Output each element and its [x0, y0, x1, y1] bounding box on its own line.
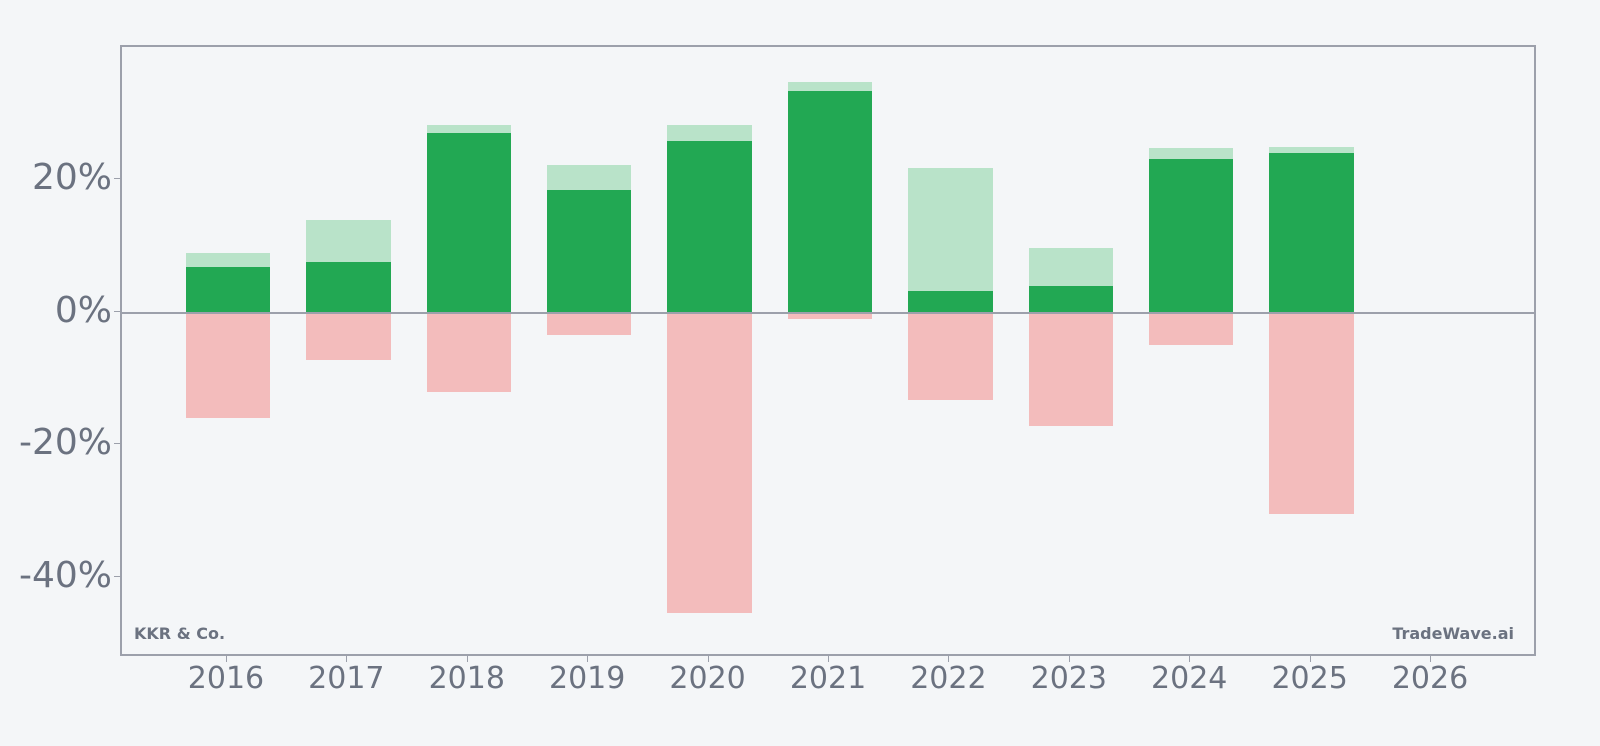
bar-annual-return: [1149, 159, 1234, 313]
bar-max-drawdown: [426, 312, 511, 392]
x-tick: [587, 656, 589, 662]
bar-max-drawdown: [667, 312, 752, 613]
x-tick-label: 2025: [1271, 661, 1348, 696]
x-tick-label: 2018: [428, 661, 505, 696]
bar-max-gain: [908, 167, 993, 313]
bar-annual-return: [547, 190, 632, 313]
bar-max-drawdown: [1028, 312, 1113, 426]
x-tick: [346, 656, 348, 662]
bar-annual-return: [787, 90, 873, 313]
x-tick: [466, 656, 468, 662]
x-tick-label: 2024: [1151, 661, 1228, 696]
x-tick-label: 2021: [789, 661, 867, 696]
bar-annual-return: [306, 261, 391, 313]
y-tick: [114, 310, 120, 312]
bar-annual-return: [1028, 286, 1113, 313]
x-tick-label: 2019: [548, 661, 626, 696]
bar-max-drawdown: [787, 312, 873, 320]
x-tick: [948, 656, 950, 662]
x-tick: [1430, 656, 1432, 662]
brand-watermark: TradeWave.ai: [1392, 624, 1514, 643]
x-tick: [1189, 656, 1191, 662]
y-tick: [114, 576, 120, 578]
bar-max-drawdown: [185, 312, 271, 418]
y-tick-label: -40%: [18, 555, 112, 597]
bar-annual-return: [426, 133, 511, 313]
bar-annual-return: [908, 291, 993, 313]
y-tick-label: -20%: [18, 422, 112, 464]
x-tick-label: 2017: [308, 661, 385, 696]
x-tick-label: 2020: [669, 661, 746, 696]
plot-area: [120, 45, 1536, 656]
x-tick-label: 2026: [1391, 661, 1469, 696]
x-tick: [1068, 656, 1070, 662]
y-tick-label: 0%: [54, 289, 112, 331]
bar-max-drawdown: [547, 312, 632, 335]
bar-annual-return: [667, 141, 752, 313]
bar-max-drawdown: [1149, 312, 1234, 345]
bar-annual-return: [185, 267, 271, 313]
x-tick-label: 2023: [1030, 661, 1107, 696]
bar-max-drawdown: [306, 312, 391, 360]
bar-max-drawdown: [1269, 312, 1354, 514]
x-tick-label: 2016: [187, 661, 265, 696]
y-tick: [114, 177, 120, 179]
x-tick-label: 2022: [910, 661, 987, 696]
bar-max-drawdown: [908, 312, 993, 401]
y-tick-label: 20%: [31, 156, 112, 198]
zero-line: [122, 311, 1534, 314]
bar-annual-return: [1269, 153, 1354, 313]
y-tick: [114, 443, 120, 445]
x-tick: [1309, 656, 1311, 662]
x-tick: [225, 656, 227, 662]
company-label: KKR & Co.: [134, 624, 226, 643]
x-tick: [828, 656, 829, 662]
x-tick: [707, 656, 709, 662]
